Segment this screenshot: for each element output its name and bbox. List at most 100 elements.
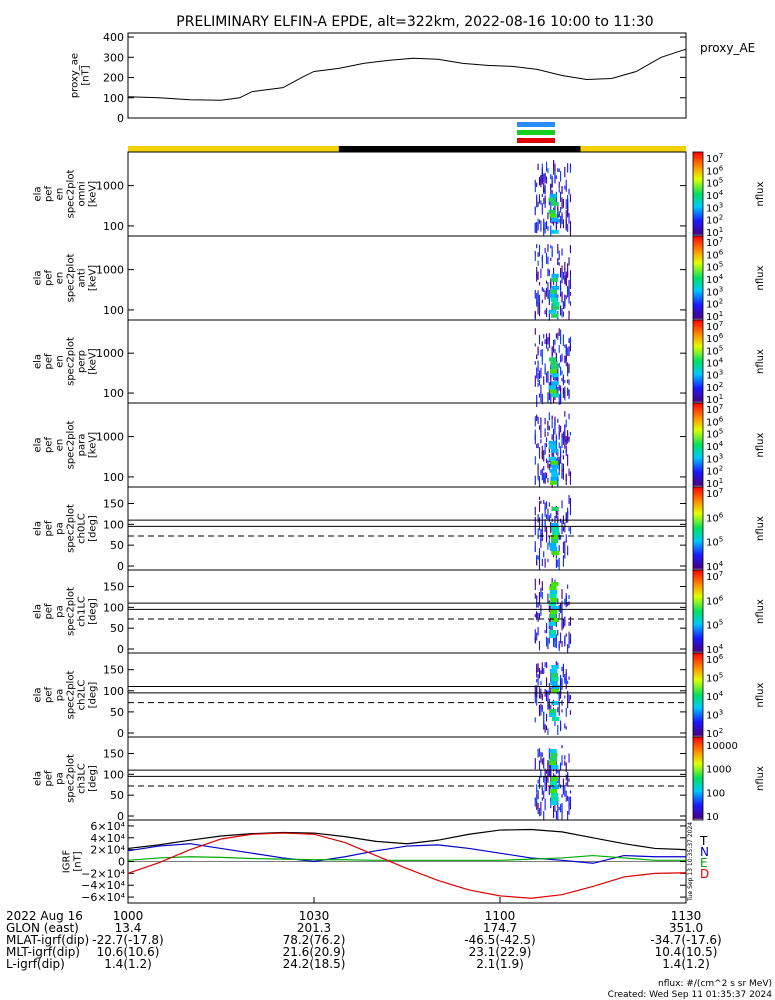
ch0LC-colorbar <box>692 486 704 571</box>
para-pixel <box>547 420 549 431</box>
anti-pixel <box>562 272 564 280</box>
omni-pixel <box>569 163 572 170</box>
para-ylabel-line: en <box>55 439 66 452</box>
igrf-tick-label: −6×10⁴ <box>81 891 125 904</box>
perp-pixel <box>568 379 570 385</box>
ch3LC-pixel <box>547 763 549 774</box>
para-pixel <box>553 428 555 439</box>
omni-pixel <box>536 182 538 187</box>
omni-tick-label: 100 <box>103 220 124 233</box>
omni-ztick-exp: 7 <box>719 152 723 160</box>
ch1LC-ylabel-line: spec2plot <box>66 587 77 636</box>
para-ylabel-line: pef <box>44 437 55 454</box>
perp-pixel <box>564 379 566 384</box>
ch3LC-pixel <box>538 760 541 771</box>
igrf-tick-label: −4×10⁴ <box>81 879 125 892</box>
anti-pixel <box>558 262 560 266</box>
ch2LC-pixel <box>564 723 566 729</box>
omni-pixel <box>561 186 563 194</box>
anti-pixel <box>568 290 570 302</box>
panels-layer: 4003002001000proxy_ae[nT]proxy_AE1000100… <box>33 31 767 904</box>
ch0LC-colorbar-label: nflux <box>755 516 766 541</box>
omni-pixel-core <box>551 201 559 206</box>
para-pixel <box>541 445 543 455</box>
ch2LC-pixel <box>540 688 542 699</box>
perp-pixel <box>554 339 556 345</box>
anti-ylabel-line: pef <box>44 270 55 287</box>
ch2LC-pixel <box>557 707 559 713</box>
ch1LC-pixel <box>567 584 569 589</box>
ch1LC-pixel <box>565 592 567 603</box>
omni-ylabel: elapefenspec2plotomni[keV] <box>33 170 99 219</box>
ch3LC-pixel <box>560 803 562 813</box>
anti-pixel <box>568 311 570 320</box>
omni-pixel <box>569 226 572 236</box>
ch3LC-pixel <box>565 782 567 787</box>
perp-ztick: 103 <box>706 369 723 382</box>
perp-pixel <box>555 352 557 363</box>
omni-pixel <box>541 163 543 174</box>
ch1LC-pixel <box>536 632 538 641</box>
para-pixel <box>534 456 536 465</box>
panel-anti: 1000 100 elapefenspec2plotanti[keV] nflux 10… <box>33 235 766 323</box>
omni-ylabel-line: omni <box>77 182 88 207</box>
ch1LC-ylabel-line: pa <box>55 605 66 617</box>
state-bar-blue <box>517 122 555 127</box>
perp-ztick-exp: 6 <box>719 332 724 340</box>
ch1LC-pixel <box>545 625 548 631</box>
ch2LC-pixel <box>534 717 536 723</box>
ch2LC-pixel <box>540 707 542 716</box>
para-colorbar-label: nflux <box>755 432 766 457</box>
ch3LC-pixel <box>568 753 570 763</box>
perp-ylabel-line: perp <box>77 350 88 373</box>
ch2LC-pixel <box>536 663 538 673</box>
proxy-ae-ylabel-line: [nT] <box>81 65 92 85</box>
ch1LC-pixel <box>560 632 562 644</box>
para-pixel <box>545 443 548 448</box>
anti-pixel <box>543 288 545 292</box>
ch0LC-tick-label: 150 <box>103 498 124 511</box>
ch0LC-pixel <box>550 521 552 533</box>
anti-pixel <box>561 271 563 284</box>
perp-pixel <box>541 393 543 405</box>
ch2LC-pixel <box>545 662 548 669</box>
anti-pixel <box>537 303 539 315</box>
perp-ztick: 107 <box>706 320 723 333</box>
perp-pixel-core <box>551 365 559 370</box>
ch2LC-pixel <box>536 685 538 697</box>
para-pixel <box>562 463 564 472</box>
omni-ylabel-line: ela <box>33 186 44 201</box>
omni-pixel <box>553 168 555 175</box>
proxy-ae-ylabel-line: proxy_ae <box>70 53 81 98</box>
para-pixel <box>551 416 553 429</box>
anti-pixel <box>547 244 549 252</box>
para-pixel <box>568 472 570 476</box>
anti-pixel <box>536 266 538 279</box>
ch2LC-pixel <box>547 728 549 735</box>
ch0LC-ztick-exp: 6 <box>719 511 724 519</box>
omni-pixel <box>545 161 548 172</box>
omni-pixel <box>543 218 545 231</box>
ch2LC-pixel <box>548 698 550 708</box>
para-pixel <box>565 475 567 485</box>
ch0LC-pixel <box>561 500 563 509</box>
ch2LC-pixel <box>541 693 543 701</box>
proxy-ae-tick-label: 100 <box>103 92 124 105</box>
para-tick-label: 100 <box>103 471 124 484</box>
para-pixel <box>541 451 543 460</box>
ch0LC-ztick: 106 <box>706 511 724 524</box>
para-pixel <box>544 476 546 483</box>
panel-perp: 1000 100 elapefenspec2plotperp[keV] nflux 10… <box>33 319 766 407</box>
ch2LC-pixel <box>538 706 541 717</box>
ch0LC-pixel <box>567 511 569 519</box>
para-pixel <box>557 472 559 482</box>
omni-pixel <box>550 174 552 180</box>
para-pixel <box>545 458 548 463</box>
ch3LC-pixel <box>561 745 563 749</box>
proxy-ae-legend: proxy_AE <box>700 41 755 55</box>
ch2LC-ylabel-line: [deg] <box>88 682 99 709</box>
perp-pixel <box>569 336 572 345</box>
state-bar-red <box>517 138 555 143</box>
para-pixel <box>564 411 566 417</box>
ch3LC-pixel <box>550 773 552 785</box>
